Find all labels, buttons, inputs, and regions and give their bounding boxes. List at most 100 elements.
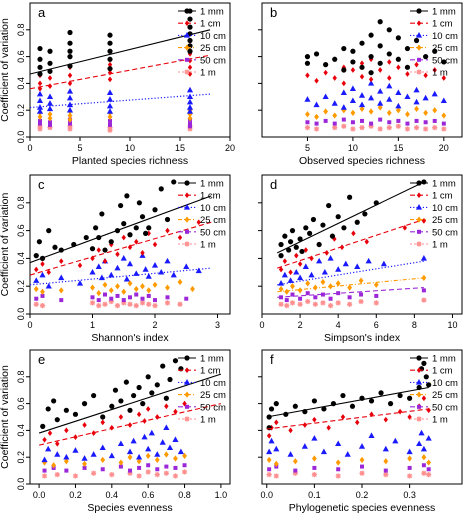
data-point: [96, 298, 101, 303]
data-point: [386, 51, 392, 57]
data-point: [266, 456, 272, 463]
panel-letter: e: [38, 352, 45, 367]
data-point: [359, 60, 365, 67]
legend-entry: 10 cm: [178, 203, 226, 214]
legend-entry: 1 cm: [178, 366, 221, 377]
data-point: [312, 284, 318, 291]
data-point: [52, 244, 58, 250]
data-point: [163, 395, 169, 401]
data-point: [90, 284, 95, 291]
data-point: [91, 470, 97, 476]
data-point: [45, 406, 51, 412]
legend-marker: [416, 416, 422, 422]
data-point: [432, 118, 437, 123]
data-point: [114, 264, 121, 271]
data-point: [341, 80, 347, 87]
data-point: [112, 387, 119, 393]
data-point: [332, 125, 338, 131]
legend-marker: [416, 8, 422, 14]
data-point: [187, 16, 193, 22]
x-tick-label: 6: [374, 320, 379, 330]
data-point: [358, 92, 366, 98]
data-point: [145, 469, 151, 475]
plot-frame: [261, 2, 463, 138]
data-point: [368, 432, 375, 438]
data-point: [123, 379, 129, 385]
legend-marker: [416, 216, 422, 223]
plot-area: [304, 19, 447, 132]
series-25cm: [266, 454, 432, 468]
data-point: [331, 100, 338, 106]
series-50cm: [305, 117, 446, 126]
data-point: [152, 207, 158, 213]
data-point: [323, 118, 328, 123]
data-point: [392, 437, 399, 444]
data-point: [154, 472, 160, 478]
legend-entry: 10 cm: [410, 203, 458, 214]
legend-marker: [185, 229, 189, 234]
legend-entry: 1 m: [178, 68, 216, 79]
legend-label: 1 cm: [200, 366, 221, 377]
data-point: [421, 463, 426, 468]
legend-marker: [415, 379, 423, 385]
data-point: [421, 288, 426, 293]
x-tick-label: 15: [175, 143, 185, 153]
legend-entry: 1 m: [410, 68, 448, 79]
data-point: [154, 456, 160, 463]
data-point: [128, 295, 132, 300]
trend-line-10cm: [30, 267, 212, 286]
data-point: [158, 186, 164, 192]
data-point: [267, 467, 272, 472]
data-point: [37, 71, 43, 77]
trend-line-50cm: [277, 287, 424, 298]
x-tick-label: 15: [393, 143, 403, 153]
data-point: [126, 260, 134, 267]
data-point: [426, 467, 431, 472]
data-point: [340, 89, 347, 96]
data-point: [266, 448, 273, 455]
trend-line-1cm: [38, 403, 222, 446]
data-point: [127, 244, 133, 251]
data-point: [287, 239, 294, 245]
data-point: [67, 48, 73, 54]
data-point: [287, 277, 294, 283]
data-point: [302, 263, 309, 269]
data-point: [46, 100, 54, 106]
data-point: [350, 120, 355, 125]
data-point: [347, 284, 353, 291]
data-point: [45, 282, 52, 289]
data-point: [38, 118, 42, 123]
data-point: [405, 71, 410, 77]
data-point: [136, 473, 142, 479]
series-50cm: [34, 292, 189, 303]
data-point: [40, 423, 46, 429]
data-point: [373, 300, 379, 306]
data-point: [328, 296, 333, 301]
data-point: [136, 200, 142, 206]
data-point: [340, 104, 347, 110]
legend-label: 1 mm: [200, 7, 224, 18]
data-point: [374, 293, 379, 298]
data-point: [98, 274, 105, 281]
legend-marker: [184, 416, 190, 422]
data-point: [359, 292, 364, 297]
data-point: [323, 69, 328, 76]
data-point: [349, 403, 356, 409]
data-point: [292, 458, 298, 465]
data-point: [107, 76, 113, 83]
data-point: [190, 285, 195, 293]
data-point: [133, 285, 139, 293]
plot-area: [30, 179, 212, 309]
legend-label: 1 mm: [432, 179, 456, 190]
x-tick-label: 0.0: [261, 490, 274, 500]
data-point: [63, 458, 69, 465]
data-point: [100, 467, 105, 472]
panel-letter: d: [270, 177, 277, 192]
legend-label: 50 cm: [200, 402, 226, 413]
data-point: [186, 93, 194, 100]
data-point: [284, 303, 290, 309]
data-point: [186, 86, 194, 93]
data-point: [109, 424, 115, 431]
data-point: [173, 408, 178, 415]
